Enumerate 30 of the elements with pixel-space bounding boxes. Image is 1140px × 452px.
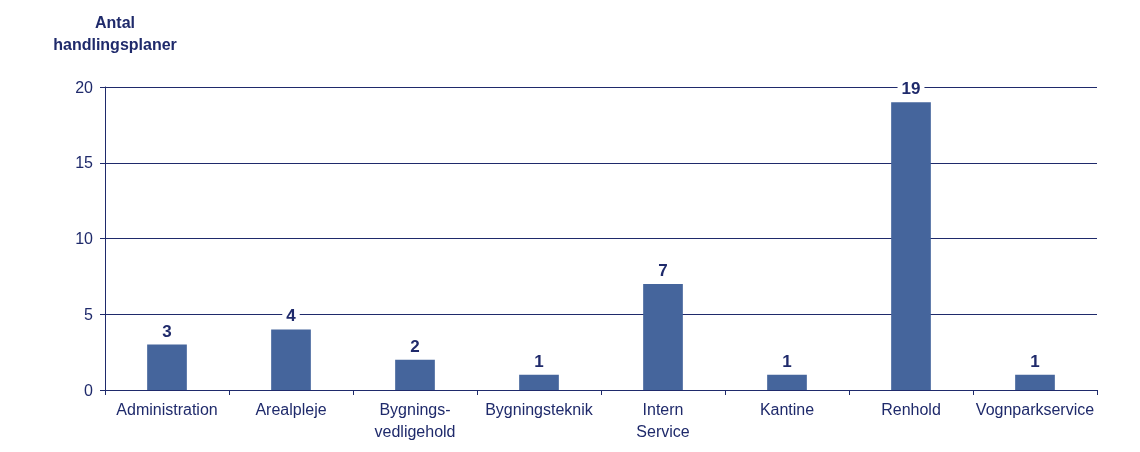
data-label: 3 bbox=[162, 321, 172, 341]
bar bbox=[395, 359, 435, 390]
x-tick-label: Arealpleje bbox=[255, 400, 327, 418]
x-tick-label: Vognparkservice bbox=[975, 400, 1095, 418]
data-label: 2 bbox=[410, 336, 420, 356]
x-tick-label: Renhold bbox=[881, 400, 941, 418]
data-label: 1 bbox=[534, 351, 544, 371]
y-axis-title: Antal handlingsplaner bbox=[53, 13, 177, 53]
x-tick-label: Bygnings- vedligehold bbox=[374, 400, 456, 440]
x-tick-label: Kantine bbox=[759, 400, 815, 418]
bar bbox=[519, 374, 559, 390]
bar bbox=[147, 344, 187, 390]
bar bbox=[1015, 374, 1055, 390]
bar bbox=[767, 374, 807, 390]
bar bbox=[271, 329, 311, 390]
data-label: 7 bbox=[658, 260, 668, 280]
x-tick-label: Administration bbox=[116, 400, 218, 418]
data-label: 19 bbox=[901, 79, 921, 99]
bar bbox=[891, 102, 931, 390]
data-label: 1 bbox=[782, 351, 792, 371]
data-label: 4 bbox=[286, 306, 297, 326]
y-tick-label: 10 bbox=[75, 230, 94, 247]
data-label: 1 bbox=[1030, 351, 1040, 371]
y-tick-label: 20 bbox=[75, 78, 94, 96]
y-tick-label: 0 bbox=[84, 381, 94, 399]
y-tick-label: 5 bbox=[84, 305, 94, 323]
x-tick-label: Intern Service bbox=[636, 400, 690, 440]
bar bbox=[643, 283, 683, 390]
y-tick-label: 15 bbox=[75, 154, 94, 172]
x-tick-label: Bygningsteknik bbox=[485, 400, 594, 418]
